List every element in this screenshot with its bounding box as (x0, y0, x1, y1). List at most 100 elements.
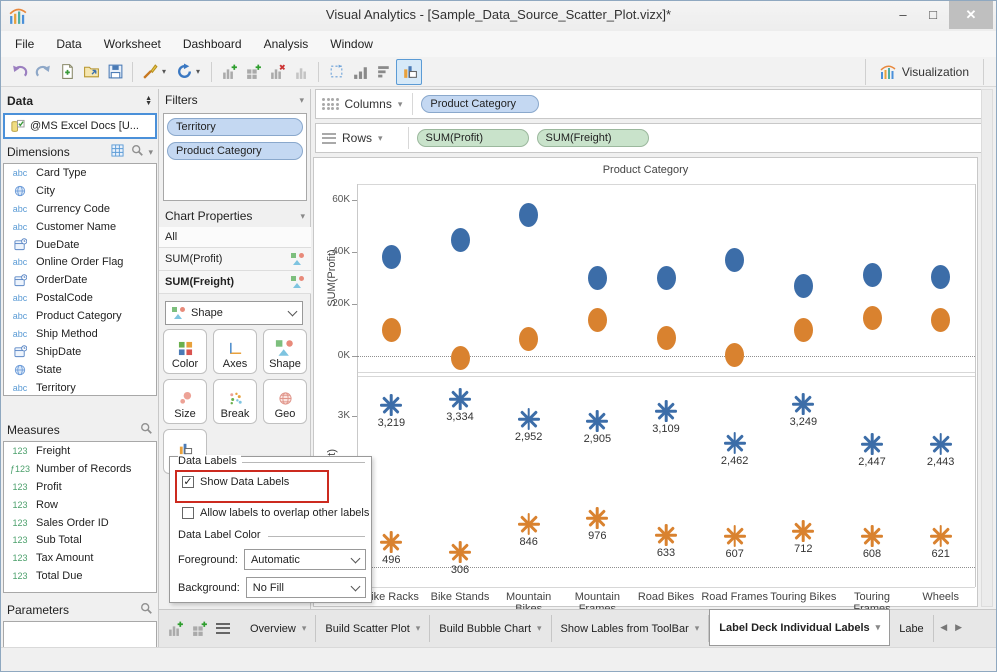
measure-item[interactable]: Sub Total (4, 531, 156, 549)
data-point[interactable] (519, 203, 539, 228)
shape-type-dropdown[interactable]: Shape (165, 301, 303, 325)
tab-build-scatter-plot[interactable]: Build Scatter Plot ▾ (316, 615, 431, 642)
add-worksheet-button[interactable] (217, 60, 241, 84)
data-point[interactable] (450, 345, 470, 370)
data-point[interactable] (725, 343, 745, 368)
new-file-button[interactable] (55, 60, 79, 84)
swap-axes-button[interactable] (324, 60, 348, 84)
visualization-toggle[interactable]: Visualization (864, 59, 984, 85)
save-button[interactable] (103, 60, 127, 84)
dimension-item[interactable]: Customer Name (4, 218, 156, 236)
data-point[interactable] (587, 307, 607, 332)
geo-button[interactable]: Geo (263, 379, 307, 424)
show-data-labels-checkbox[interactable]: ✓ (182, 475, 194, 488)
menu-analysis[interactable]: Analysis (263, 37, 309, 51)
background-select[interactable]: No Fill (245, 577, 366, 598)
axes-button[interactable]: Axes (213, 329, 257, 374)
dimension-item[interactable]: ShipDate (4, 343, 156, 361)
measure-item[interactable]: Number of Records (4, 460, 156, 478)
data-point[interactable] (450, 228, 470, 253)
duplicate-worksheet-button[interactable] (289, 60, 313, 84)
delete-worksheet-button[interactable] (265, 60, 289, 84)
filter-pill[interactable]: Territory (167, 118, 303, 136)
dimension-item[interactable]: Territory (4, 379, 156, 397)
dimension-item[interactable]: Card Type (4, 164, 156, 182)
open-file-button[interactable] (79, 60, 103, 84)
dimension-item[interactable]: Ship Method (4, 325, 156, 343)
refresh-dropdown-icon[interactable]: ▾ (196, 67, 201, 76)
data-point[interactable] (793, 273, 813, 298)
data-point[interactable] (449, 540, 471, 563)
data-point[interactable] (723, 525, 746, 548)
data-point[interactable] (725, 247, 745, 272)
minimize-button[interactable]: – (899, 7, 907, 22)
redo-button[interactable] (31, 60, 55, 84)
undo-button[interactable] (7, 60, 31, 84)
data-point[interactable] (586, 506, 609, 529)
new-dashboard-button[interactable] (187, 616, 211, 640)
data-point[interactable] (656, 266, 676, 290)
data-point[interactable] (381, 318, 401, 343)
chevron-down-icon[interactable]: ▾ (397, 98, 403, 109)
data-point[interactable] (792, 520, 815, 543)
chevron-down-icon[interactable]: ▾ (378, 132, 383, 143)
format-brush-dropdown-icon[interactable]: ▾ (162, 67, 167, 76)
add-dashboard-button[interactable] (241, 60, 265, 84)
tab-clipped[interactable]: Labe (890, 615, 935, 642)
new-worksheet-button[interactable] (163, 616, 187, 640)
data-point[interactable] (587, 266, 607, 290)
columns-pill[interactable]: Product Category (421, 95, 540, 113)
close-button[interactable]: ✕ (949, 1, 993, 29)
dimension-item[interactable]: City (4, 182, 156, 200)
data-point[interactable] (929, 433, 952, 456)
tab-show-lables-from-toolbar[interactable]: Show Lables from ToolBar ▾ (552, 615, 710, 642)
data-point[interactable] (862, 306, 882, 331)
measure-item[interactable]: Tax Amount (4, 549, 156, 567)
rows-pill[interactable]: SUM(Freight) (536, 129, 649, 147)
maximize-button[interactable]: □ (929, 7, 937, 22)
data-point[interactable] (861, 432, 883, 455)
shape-button[interactable]: Shape (263, 329, 307, 374)
data-point[interactable] (655, 524, 677, 547)
data-point[interactable] (380, 530, 403, 553)
data-point[interactable] (656, 326, 676, 351)
data-point[interactable] (380, 394, 403, 417)
tab-overview[interactable]: Overview ▾ (241, 615, 317, 642)
show-mark-labels-button[interactable] (396, 58, 422, 85)
measure-item[interactable]: Row (4, 496, 156, 514)
dimension-item[interactable]: Online Order Flag (4, 253, 156, 271)
data-point[interactable] (655, 399, 677, 422)
data-point[interactable] (862, 263, 882, 288)
sort-updown-icon[interactable]: ▲ ▼ (145, 95, 152, 107)
parameters-list[interactable] (3, 621, 157, 649)
data-point[interactable] (586, 409, 609, 432)
data-point[interactable] (793, 318, 813, 343)
dimension-item[interactable]: Currency Code (4, 200, 156, 218)
measure-item[interactable]: Total Due (4, 567, 156, 585)
sort-descending-button[interactable] (372, 60, 396, 84)
property-row-sum-profit[interactable]: SUM(Profit) (159, 248, 311, 271)
size-button[interactable]: Size (163, 379, 207, 424)
dimension-item[interactable]: State (4, 361, 156, 379)
data-point[interactable] (861, 525, 883, 548)
tab-build-bubble-chart[interactable]: Build Bubble Chart ▾ (430, 615, 552, 642)
rows-pill[interactable]: SUM(Profit) (416, 129, 529, 147)
color-button[interactable]: Color (163, 329, 207, 374)
data-point[interactable] (931, 264, 951, 289)
foreground-select[interactable]: Automatic (243, 549, 366, 570)
menu-window[interactable]: Window (330, 37, 373, 51)
filter-pill[interactable]: Product Category (167, 142, 303, 160)
dimension-item[interactable]: DueDate (4, 236, 156, 254)
sheet-list-button[interactable] (211, 616, 235, 640)
search-icon[interactable] (131, 144, 144, 160)
data-point[interactable] (931, 307, 951, 332)
vertical-scrollbar[interactable] (981, 89, 993, 607)
dimension-item[interactable]: OrderDate (4, 271, 156, 289)
format-brush-button[interactable] (138, 60, 162, 84)
data-point[interactable] (449, 388, 471, 411)
search-icon[interactable] (140, 422, 153, 438)
measure-item[interactable]: Sales Order ID (4, 514, 156, 532)
data-point[interactable] (929, 524, 952, 547)
menu-data[interactable]: Data (56, 37, 82, 51)
chevron-down-icon[interactable]: ▾ (148, 146, 153, 157)
